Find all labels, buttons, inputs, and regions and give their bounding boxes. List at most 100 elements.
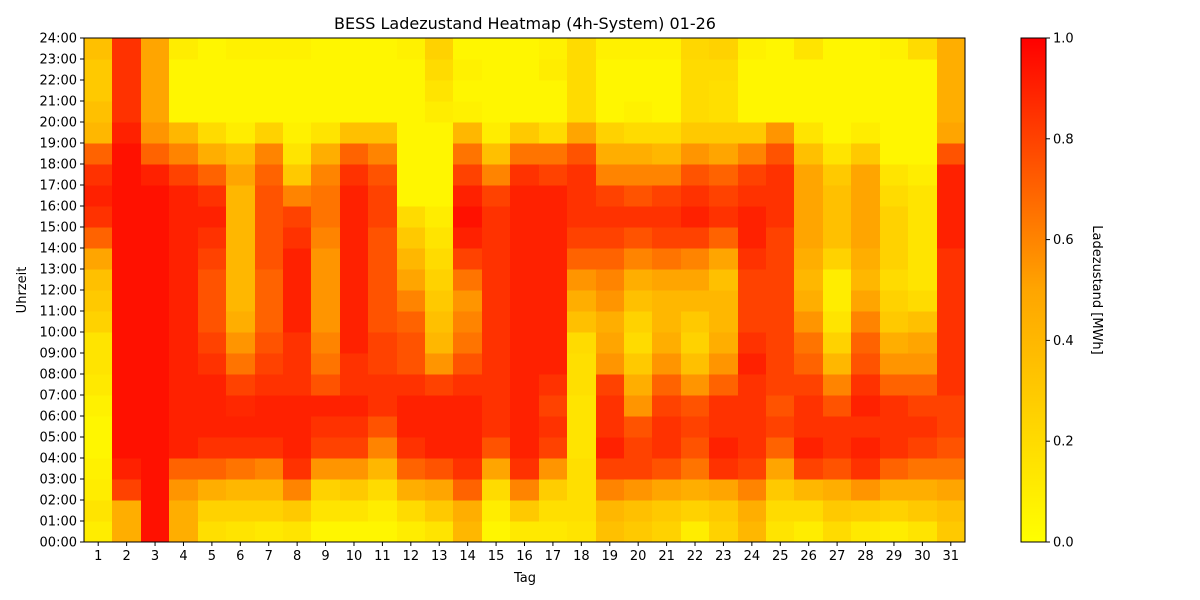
heatmap-cell (823, 185, 852, 207)
y-tick-label: 03:00 (40, 473, 77, 488)
heatmap-cell (482, 122, 511, 144)
heatmap-cell (596, 80, 625, 102)
heatmap-cell (198, 500, 227, 522)
heatmap-cell (596, 437, 625, 459)
heatmap-cell (283, 59, 312, 81)
heatmap-cell (368, 437, 398, 459)
heatmap-cell (84, 479, 113, 501)
y-axis-label: Uhrzeit (15, 267, 30, 314)
heatmap-cell (681, 332, 710, 354)
heatmap-cell (482, 437, 511, 459)
heatmap-cell (766, 521, 795, 543)
x-tick-label: 30 (914, 549, 931, 564)
heatmap-cell (823, 374, 852, 396)
heatmap-cell (738, 101, 767, 123)
heatmap-cell (624, 374, 653, 396)
y-tick-label: 00:00 (40, 536, 77, 551)
heatmap-cell (539, 59, 568, 81)
x-tick-label: 6 (236, 549, 244, 564)
heatmap-cell (255, 80, 284, 102)
heatmap-cell (937, 332, 966, 354)
heatmap-cell (425, 143, 454, 165)
heatmap-cell (937, 311, 966, 333)
heatmap-cell (766, 290, 795, 312)
heatmap-cell (510, 311, 540, 333)
heatmap-cell (482, 479, 511, 501)
heatmap-cell (823, 143, 852, 165)
heatmap-cell (539, 332, 568, 354)
heatmap-cell (880, 38, 909, 60)
heatmap-cell (567, 353, 597, 375)
heatmap-cell (937, 38, 966, 60)
heatmap-cell (255, 59, 284, 81)
colorbar-tick-label: 0.8 (1053, 132, 1074, 147)
heatmap-cell (425, 38, 454, 60)
heatmap-cell (397, 353, 426, 375)
heatmap-cell (311, 374, 341, 396)
y-tick-label: 22:00 (40, 74, 77, 89)
heatmap-cell (738, 38, 767, 60)
heatmap-cell (596, 353, 625, 375)
heatmap-cell (738, 80, 767, 102)
heatmap-cell (794, 416, 824, 438)
heatmap-cell (738, 185, 767, 207)
heatmap-cell (482, 59, 511, 81)
heatmap-cell (453, 206, 483, 228)
heatmap-cell (397, 521, 426, 543)
heatmap-cell (482, 332, 511, 354)
heatmap-cell (368, 311, 398, 333)
heatmap-cell (255, 479, 284, 501)
heatmap-cell (567, 143, 597, 165)
heatmap-cell (255, 185, 284, 207)
heatmap-cell (311, 185, 341, 207)
heatmap-cell (255, 458, 284, 480)
heatmap-cell (453, 353, 483, 375)
heatmap-cell (567, 122, 597, 144)
x-tick-label: 4 (179, 549, 187, 564)
colorbar-tick-label: 0.4 (1053, 334, 1074, 349)
heatmap-cell (311, 269, 341, 291)
heatmap-cell (311, 206, 341, 228)
heatmap-cell (794, 122, 824, 144)
heatmap-cell (539, 479, 568, 501)
heatmap-cell (596, 290, 625, 312)
heatmap-cell (766, 395, 795, 417)
heatmap-cell (709, 248, 739, 270)
heatmap-cell (482, 101, 511, 123)
heatmap-cell (880, 395, 909, 417)
heatmap-cell (340, 395, 369, 417)
y-tick-label: 19:00 (40, 137, 77, 152)
heatmap-cell (652, 206, 682, 228)
heatmap-cell (937, 437, 966, 459)
heatmap-cell (226, 269, 256, 291)
heatmap-cell (567, 374, 597, 396)
heatmap-cell (255, 374, 284, 396)
x-tick-label: 17 (545, 549, 562, 564)
heatmap-cell (738, 479, 767, 501)
heatmap-cell (368, 353, 398, 375)
heatmap-cell (794, 206, 824, 228)
heatmap-cell (851, 206, 881, 228)
heatmap-cell (709, 227, 739, 249)
heatmap-cell (937, 122, 966, 144)
heatmap-cell (198, 248, 227, 270)
y-tick-label: 20:00 (40, 116, 77, 131)
heatmap-cell (681, 122, 710, 144)
heatmap-cell (709, 521, 739, 543)
heatmap-cell (539, 227, 568, 249)
heatmap-cell (851, 227, 881, 249)
heatmap-cell (908, 479, 938, 501)
heatmap-cell (880, 416, 909, 438)
heatmap-cell (340, 206, 369, 228)
heatmap-cell (340, 143, 369, 165)
heatmap-cell (851, 479, 881, 501)
heatmap-cell (596, 164, 625, 186)
heatmap-cell (169, 248, 199, 270)
heatmap-cell (255, 332, 284, 354)
heatmap-cell (226, 290, 256, 312)
heatmap-cell (112, 248, 142, 270)
x-tick-label: 15 (488, 549, 505, 564)
heatmap-cell (851, 80, 881, 102)
heatmap-cell (84, 521, 113, 543)
heatmap-cell (908, 80, 938, 102)
